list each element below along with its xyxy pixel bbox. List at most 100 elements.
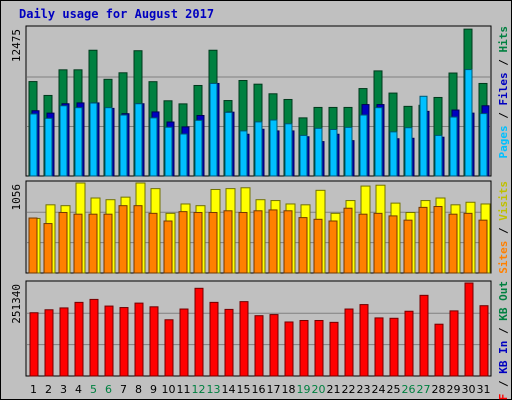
bar-pages-day-30 [464,69,473,177]
bar-sites-day-7 [118,205,128,274]
bar-kb-f-day-28 [434,323,444,377]
bar-pages-day-23 [359,114,368,177]
x-tick-day-10: 10 [162,383,176,396]
bar-pages-day-31 [479,113,488,177]
bar-sites-day-6 [103,213,113,274]
x-tick-day-29: 29 [447,383,461,396]
bar-kb-f-day-13 [209,301,219,377]
legend-item-pages: Pages [497,125,510,158]
x-tick-day-30: 30 [462,383,476,396]
bar-pages-day-18 [284,123,293,177]
bar-kb-f-day-4 [74,301,84,377]
bar-pages-day-21 [329,128,338,177]
bar-kb-f-day-21 [329,321,339,377]
bar-pages-day-25 [389,131,398,177]
bar-pages-day-4 [74,107,83,177]
bar-kb-f-day-15 [239,301,249,377]
bar-pages-day-10 [164,126,173,177]
bar-pages-day-28 [434,134,443,177]
x-tick-day-9: 9 [150,383,157,396]
x-tick-day-14: 14 [222,383,236,396]
bar-pages-day-7 [119,114,128,177]
x-tick-day-7: 7 [120,383,127,396]
bar-kb-f-day-18 [284,321,294,377]
bar-sites-day-5 [88,213,98,274]
bar-kb-f-day-23 [359,304,369,377]
y-max-label-visits: 1056 [10,184,23,211]
bar-pages-day-2 [44,117,53,177]
legend-item-hits: Hits [497,26,510,53]
bar-sites-day-27 [418,206,428,274]
bar-sites-day-14 [223,210,233,274]
x-tick-day-18: 18 [282,383,296,396]
legend-separator: / [497,374,510,394]
bar-kb-f-day-2 [44,309,54,377]
legend-separator: / [497,221,510,241]
bar-pages-day-19 [299,134,308,177]
bar-pages-day-6 [104,107,113,177]
bar-kb-f-day-8 [134,302,144,377]
bar-pages-day-11 [179,133,188,177]
x-tick-day-8: 8 [135,383,142,396]
legend-visits: Sites / Visits [497,181,510,274]
bar-pages-day-17 [269,119,278,177]
bar-pages-day-5 [89,102,98,177]
x-tick-day-22: 22 [342,383,356,396]
bar-pages-day-26 [404,127,413,177]
x-tick-day-5: 5 [90,383,97,396]
x-tick-day-11: 11 [177,383,191,396]
legend-item-kb-f: KB F [497,394,510,401]
bar-sites-day-25 [388,215,398,274]
legend-item-kb-out: KB Out [497,281,510,321]
bar-sites-day-4 [73,213,83,274]
legend-separator: / [497,106,510,126]
bar-pages-day-27 [419,95,428,177]
x-tick-day-15: 15 [237,383,251,396]
bar-pages-day-16 [254,121,263,177]
bar-kb-f-day-10 [164,319,174,377]
bar-kb-f-day-17 [269,314,279,377]
legend-item-kb-in: KB In [497,341,510,374]
chart-title: Daily usage for August 2017 [19,7,215,21]
bar-sites-day-23 [358,213,368,274]
x-tick-day-27: 27 [417,383,431,396]
bar-kb-f-day-1 [29,312,39,377]
bar-pages-day-20 [314,127,323,177]
x-tick-day-1: 1 [30,383,37,396]
bar-kb-f-day-24 [374,317,384,377]
bar-pages-day-12 [194,119,203,177]
x-tick-day-25: 25 [387,383,401,396]
x-tick-day-31: 31 [477,383,491,396]
bar-sites-day-9 [148,212,158,274]
bar-kb-f-day-25 [389,317,399,377]
bar-kb-f-day-20 [314,319,324,377]
bar-kb-f-day-6 [104,305,114,377]
bar-kb-f-day-5 [89,298,99,377]
bar-pages-day-22 [344,126,353,177]
x-tick-day-19: 19 [297,383,311,396]
bar-sites-day-24 [373,212,383,274]
x-tick-day-3: 3 [60,383,67,396]
bar-sites-day-13 [208,211,218,274]
y-max-label-kbytes: 251340 [10,284,23,324]
x-tick-day-26: 26 [402,383,416,396]
x-tick-day-12: 12 [192,383,206,396]
bar-kb-f-day-12 [194,287,204,377]
bar-sites-day-16 [253,210,263,274]
x-tick-day-24: 24 [372,383,386,396]
legend-item-files: Files [497,72,510,105]
legend-separator: / [497,321,510,341]
x-tick-day-16: 16 [252,383,266,396]
x-tick-day-6: 6 [105,383,112,396]
bar-kb-f-day-14 [224,308,234,377]
bar-kb-f-day-22 [344,308,354,377]
bar-sites-day-29 [448,213,458,274]
bar-sites-day-1 [28,217,38,274]
bar-sites-day-22 [343,207,353,274]
bar-sites-day-21 [328,220,338,274]
bar-pages-day-14 [224,111,233,177]
bar-sites-day-12 [193,211,203,274]
bar-sites-day-15 [238,211,248,274]
bar-sites-day-2 [43,223,53,274]
